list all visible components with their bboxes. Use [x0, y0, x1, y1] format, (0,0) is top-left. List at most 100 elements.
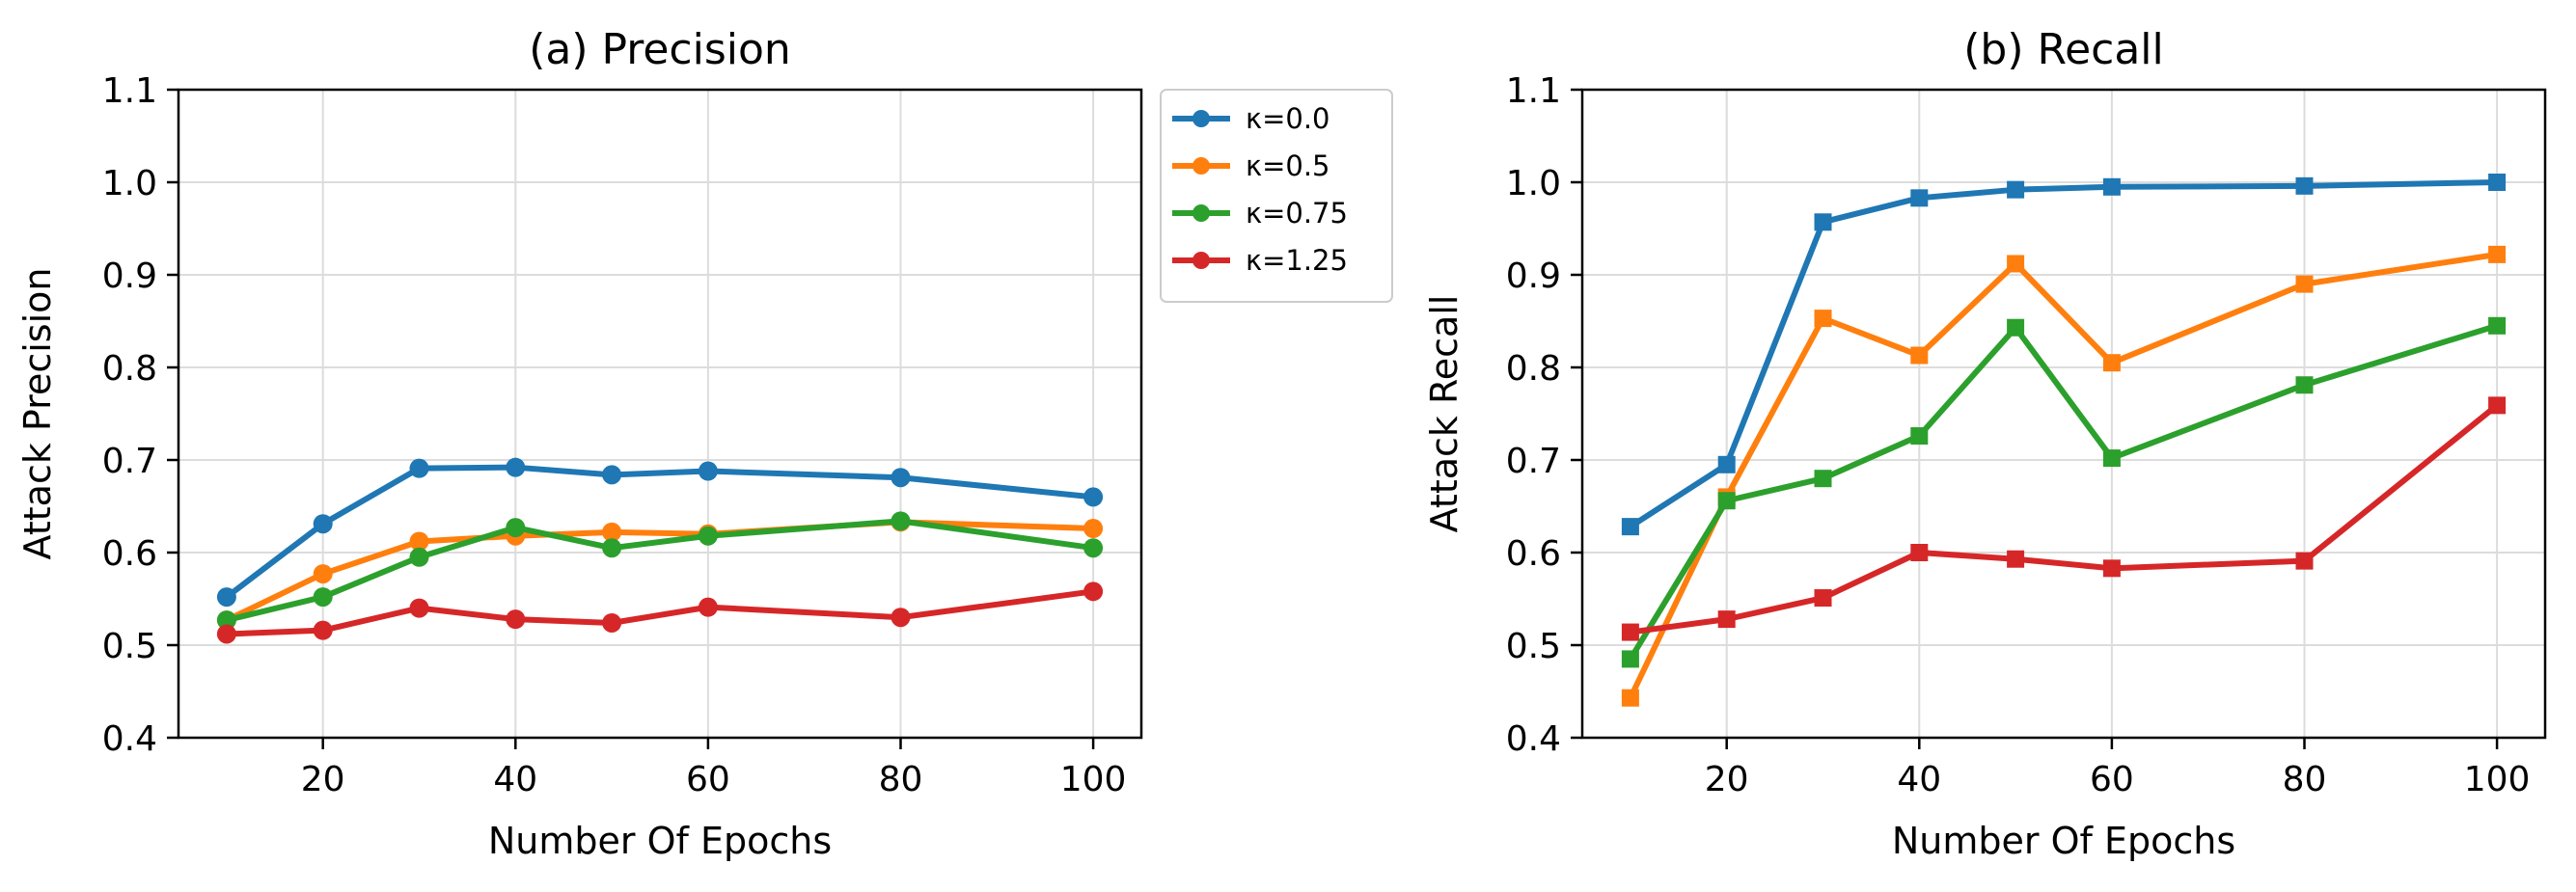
data-point — [2295, 552, 2314, 570]
data-point — [409, 547, 429, 567]
data-point — [1717, 492, 1736, 510]
data-point — [698, 526, 718, 546]
y-tick-label: 0.4 — [1506, 719, 1561, 759]
series-line-2 — [223, 518, 1097, 624]
y-tick-label: 0.6 — [102, 534, 157, 574]
legend-label: κ=1.25 — [1246, 244, 1348, 277]
data-point — [1814, 470, 1832, 488]
data-point — [313, 564, 333, 584]
y-tick-label: 0.4 — [102, 719, 157, 759]
data-point — [1083, 581, 1104, 602]
data-point — [1621, 689, 1639, 707]
y-tick-label: 0.8 — [102, 349, 157, 389]
data-point — [602, 465, 622, 485]
x-tick-label: 40 — [493, 760, 537, 799]
data-point — [313, 587, 333, 608]
plot-frame — [177, 88, 1143, 740]
legend-marker — [1192, 204, 1210, 222]
x-tick-label: 80 — [879, 760, 923, 799]
series-line-0 — [223, 464, 1097, 601]
y-tick-label: 0.9 — [102, 257, 157, 296]
data-point — [1083, 538, 1104, 558]
y-axis-label: Attack Precision — [16, 268, 59, 560]
x-tick-label: 60 — [686, 760, 730, 799]
data-point — [1910, 189, 1929, 207]
data-point — [891, 511, 911, 531]
legend-marker — [1192, 110, 1210, 127]
x-tick-label: 20 — [1705, 760, 1749, 799]
data-point — [891, 468, 911, 488]
data-point — [506, 609, 526, 630]
data-point — [1621, 650, 1639, 668]
series-line-1 — [1627, 251, 2501, 701]
data-point — [506, 518, 526, 538]
data-point — [1717, 455, 1736, 473]
data-point — [216, 610, 236, 631]
data-point — [2488, 174, 2507, 191]
series-line-0 — [1627, 179, 2501, 530]
plot-frame — [1580, 88, 2547, 740]
precision-chart: 20 40 60 80 100 0.4 0.5 0.6 0.7 0.8 0.9 1.0 1.1 (a) P… — [16, 25, 1393, 862]
legend-box — [1160, 89, 1393, 303]
data-point — [2102, 354, 2121, 372]
data-point — [1717, 610, 1736, 629]
data-point — [602, 538, 622, 558]
data-point — [698, 461, 718, 481]
y-tick-label: 0.5 — [1506, 627, 1561, 666]
data-point — [2295, 376, 2314, 394]
data-point — [1814, 589, 1832, 608]
y-tick-label: 1.1 — [102, 71, 157, 111]
legend-label: κ=0.0 — [1246, 102, 1330, 135]
chart-title: (b) Recall — [1963, 25, 2164, 74]
series-line-1 — [223, 519, 1097, 624]
data-point — [1083, 519, 1104, 539]
data-point — [891, 608, 911, 628]
data-point — [409, 458, 429, 478]
data-point — [1910, 544, 1929, 561]
y-tick-label: 1.0 — [1506, 164, 1561, 203]
series-line-2 — [1627, 322, 2501, 662]
y-tick-label: 0.6 — [1506, 534, 1561, 574]
series-line-3 — [1627, 402, 2501, 635]
legend-marker — [1192, 157, 1210, 175]
y-tick-label: 0.5 — [102, 627, 157, 666]
recall-chart: 20 40 60 80 100 0.4 0.5 0.6 0.7 0.8 0.9 1.0 1.1 (b) R… — [1423, 25, 2547, 862]
x-tick-label: 60 — [2090, 760, 2134, 799]
data-point — [2102, 177, 2121, 196]
data-point — [2102, 559, 2121, 578]
x-tick-label: 40 — [1897, 760, 1941, 799]
legend-label: κ=0.5 — [1246, 149, 1330, 182]
x-tick-label: 100 — [1060, 760, 1127, 799]
data-point — [1910, 346, 1929, 365]
data-point — [2295, 275, 2314, 293]
x-axis-label: Number Of Epochs — [488, 820, 832, 862]
data-point — [313, 620, 333, 640]
data-point — [313, 514, 333, 534]
data-point — [1083, 487, 1104, 507]
data-point — [2007, 255, 2025, 273]
legend: κ=0.0 κ=0.5 κ=0.75 κ=1.25 — [1160, 89, 1393, 303]
data-point — [2295, 176, 2314, 195]
legend-label: κ=0.75 — [1246, 197, 1348, 230]
data-point — [2488, 316, 2507, 335]
y-tick-label: 0.8 — [1506, 349, 1561, 389]
series-line-3 — [223, 588, 1097, 637]
y-tick-label: 1.0 — [102, 164, 157, 203]
y-tick-label: 0.7 — [102, 442, 157, 481]
data-point — [2488, 245, 2507, 263]
data-point — [1621, 623, 1639, 641]
data-point — [216, 624, 236, 644]
y-axis-label: Attack Recall — [1423, 295, 1466, 533]
y-tick-label: 1.1 — [1506, 71, 1561, 111]
data-point — [1814, 310, 1832, 328]
legend-marker — [1192, 252, 1210, 269]
data-point — [216, 587, 236, 608]
data-point — [2102, 449, 2121, 468]
data-point — [602, 612, 622, 633]
x-axis-label: Number Of Epochs — [1892, 820, 2235, 862]
data-point — [1814, 213, 1832, 231]
data-point — [2007, 318, 2025, 337]
data-point — [409, 531, 429, 552]
data-point — [698, 597, 718, 617]
